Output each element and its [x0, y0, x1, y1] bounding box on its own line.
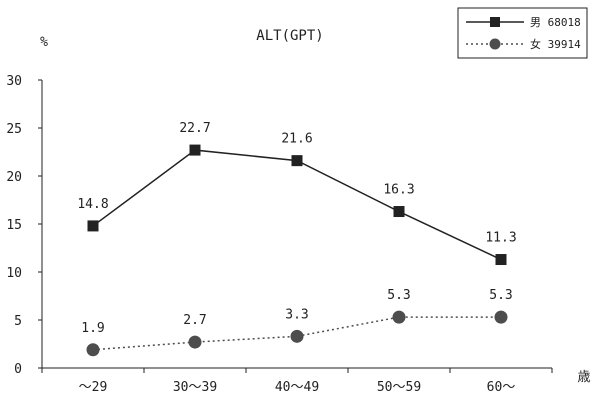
- data-label: 5.3: [387, 288, 410, 303]
- y-tick-label: 20: [6, 170, 22, 185]
- x-ticks: ～29 30～39 40～49 50～59 60～: [41, 368, 553, 394]
- data-label: 14.8: [77, 197, 108, 212]
- y-ticks: 0 5 10 15 20 25 30: [6, 74, 42, 377]
- y-tick-label: 10: [6, 266, 22, 281]
- y-axis-label: %: [40, 35, 48, 50]
- legend-label-female: 女 39914: [530, 37, 581, 51]
- data-label: 21.6: [281, 132, 312, 147]
- x-tick-label: 50～59: [377, 380, 421, 394]
- data-point: [189, 144, 201, 156]
- data-label: 1.9: [81, 321, 104, 336]
- data-label: 11.3: [485, 231, 516, 246]
- data-point: [392, 310, 406, 324]
- data-label: 5.3: [489, 288, 512, 303]
- series-layer: 14.8 22.7 21.6 16.3 11.3 1.9 2.7 3.3 5.3 5.3: [77, 121, 517, 357]
- legend-marker-female: [489, 38, 501, 50]
- y-tick-label: 0: [14, 362, 22, 377]
- chart-title: ALT(GPT): [256, 28, 323, 44]
- data-point: [188, 335, 202, 349]
- legend: 男 68018 女 39914: [457, 7, 588, 59]
- data-point: [494, 310, 508, 324]
- data-label: 16.3: [383, 183, 414, 198]
- x-axis-label: 歳: [577, 370, 590, 385]
- data-label: 2.7: [183, 313, 206, 328]
- data-point: [290, 329, 304, 343]
- series-line: [92, 149, 502, 261]
- x-tick-label: 60～: [487, 380, 516, 394]
- x-tick-label: 40～49: [275, 380, 319, 394]
- y-tick-label: 25: [6, 122, 22, 137]
- data-label: 22.7: [179, 121, 210, 136]
- legend-label-male: 男 68018: [530, 16, 581, 29]
- legend-box: [457, 7, 588, 59]
- data-label: 3.3: [285, 307, 308, 322]
- x-tick-label: ～29: [79, 380, 108, 394]
- data-point: [86, 343, 100, 357]
- data-point: [87, 220, 99, 232]
- data-point: [495, 254, 507, 266]
- y-tick-label: 30: [6, 74, 22, 89]
- data-point: [393, 206, 405, 218]
- data-point: [291, 155, 303, 167]
- legend-marker-male: [490, 17, 500, 27]
- x-tick-label: 30～39: [173, 380, 217, 394]
- y-tick-label: 5: [14, 314, 22, 329]
- y-tick-label: 15: [6, 218, 22, 233]
